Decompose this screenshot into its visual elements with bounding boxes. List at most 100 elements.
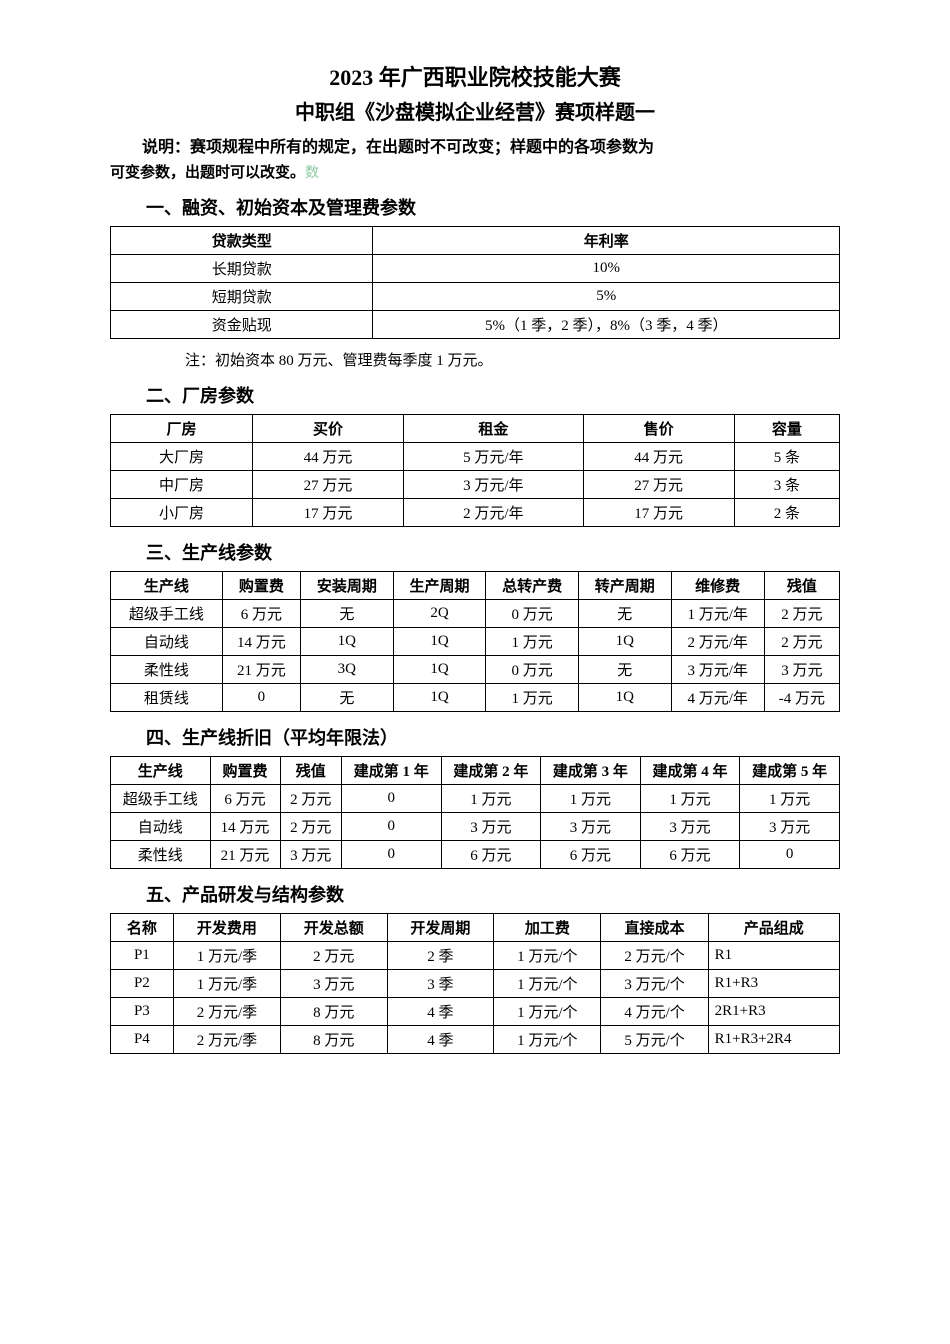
table-row: 超级手工线 6 万元 2 万元 0 1 万元 1 万元 1 万元 1 万元 [111, 785, 840, 813]
table-cell: 4 万元/个 [601, 998, 708, 1026]
table-cell: 1 万元 [640, 785, 740, 813]
table-cell: 2 万元/年 [404, 499, 584, 527]
table-cell: 6 万元 [541, 841, 641, 869]
table-cell: 1Q [393, 628, 486, 656]
table-cell: 1 万元/个 [494, 1026, 601, 1054]
table-header: 安装周期 [301, 572, 394, 600]
table-row: 资金贴现 5%（1 季，2 季），8%（3 季，4 季） [111, 311, 840, 339]
table-cell: 2 条 [734, 499, 839, 527]
table-cell: 2 万元/个 [601, 942, 708, 970]
table-depreciation: 生产线 购置费 残值 建成第 1 年 建成第 2 年 建成第 3 年 建成第 4… [110, 756, 840, 869]
table-row: 中厂房 27 万元 3 万元/年 27 万元 3 条 [111, 471, 840, 499]
table-cell: 44 万元 [252, 443, 403, 471]
small-mark: 数 [305, 166, 319, 181]
table-cell: 1 万元/季 [173, 942, 280, 970]
page-subtitle: 中职组《沙盘模拟企业经营》赛项样题一 [110, 96, 840, 125]
table-header: 加工费 [494, 914, 601, 942]
table-cell: 3 万元/年 [671, 656, 764, 684]
table-cell: 3 万元 [764, 656, 839, 684]
note-line-1: 说明：赛项规程中所有的规定，在出题时不可改变；样题中的各项参数为 [110, 133, 840, 157]
table-cell: 无 [301, 600, 394, 628]
table-cell: 超级手工线 [111, 600, 223, 628]
table-cell: 3 万元 [281, 970, 388, 998]
table-header: 售价 [583, 415, 734, 443]
table-cell: 3 万元 [740, 813, 840, 841]
table-header: 维修费 [671, 572, 764, 600]
footnote-1: 注：初始资本 80 万元、管理费每季度 1 万元。 [185, 349, 840, 370]
table-header: 生产线 [111, 757, 211, 785]
section-4-heading: 四、生产线折旧（平均年限法） [146, 724, 840, 750]
table-cell: 2Q [393, 600, 486, 628]
table-header: 年利率 [373, 227, 840, 255]
table-header: 购置费 [222, 572, 300, 600]
table-header: 购置费 [210, 757, 280, 785]
table-cell: 1Q [393, 656, 486, 684]
table-cell: R1+R3 [708, 970, 839, 998]
table-row: 大厂房 44 万元 5 万元/年 44 万元 5 条 [111, 443, 840, 471]
table-header: 建成第 4 年 [640, 757, 740, 785]
table-cell: 5% [373, 283, 840, 311]
table-cell: 14 万元 [210, 813, 280, 841]
table-header: 转产周期 [578, 572, 671, 600]
table-cell: P4 [111, 1026, 174, 1054]
table-row: 短期贷款 5% [111, 283, 840, 311]
table-header: 生产周期 [393, 572, 486, 600]
table-header: 开发周期 [387, 914, 494, 942]
table-cell: 无 [578, 656, 671, 684]
table-cell: 大厂房 [111, 443, 253, 471]
table-cell: 27 万元 [583, 471, 734, 499]
table-cell: 1 万元 [486, 628, 579, 656]
table-factory: 厂房 买价 租金 售价 容量 大厂房 44 万元 5 万元/年 44 万元 5 … [110, 414, 840, 527]
table-header: 建成第 2 年 [441, 757, 541, 785]
table-cell: 1 万元/个 [494, 970, 601, 998]
table-cell: 1Q [578, 684, 671, 712]
table-cell: 27 万元 [252, 471, 403, 499]
table-cell: 1 万元/个 [494, 942, 601, 970]
table-cell: 8 万元 [281, 998, 388, 1026]
table-cell: 3 万元 [640, 813, 740, 841]
table-cell: 1Q [393, 684, 486, 712]
table-cell: P2 [111, 970, 174, 998]
table-header: 建成第 5 年 [740, 757, 840, 785]
table-row: 自动线 14 万元 1Q 1Q 1 万元 1Q 2 万元/年 2 万元 [111, 628, 840, 656]
table-row: 超级手工线 6 万元 无 2Q 0 万元 无 1 万元/年 2 万元 [111, 600, 840, 628]
section-1-heading: 一、融资、初始资本及管理费参数 [146, 194, 840, 220]
table-cell: 柔性线 [111, 841, 211, 869]
table-cell: 21 万元 [210, 841, 280, 869]
table-cell: 自动线 [111, 813, 211, 841]
table-header: 开发费用 [173, 914, 280, 942]
table-cell: 2 万元/季 [173, 1026, 280, 1054]
table-cell: 3 万元/年 [404, 471, 584, 499]
table-financing: 贷款类型 年利率 长期贷款 10% 短期贷款 5% 资金贴现 5%（1 季，2 … [110, 226, 840, 339]
table-production-line: 生产线 购置费 安装周期 生产周期 总转产费 转产周期 维修费 残值 超级手工线… [110, 571, 840, 712]
table-product-rd: 名称 开发费用 开发总额 开发周期 加工费 直接成本 产品组成 P1 1 万元/… [110, 913, 840, 1054]
table-row: 柔性线 21 万元 3Q 1Q 0 万元 无 3 万元/年 3 万元 [111, 656, 840, 684]
table-cell: 柔性线 [111, 656, 223, 684]
table-header: 开发总额 [281, 914, 388, 942]
table-cell: -4 万元 [764, 684, 839, 712]
table-cell: 44 万元 [583, 443, 734, 471]
table-cell: 无 [578, 600, 671, 628]
table-row: P1 1 万元/季 2 万元 2 季 1 万元/个 2 万元/个 R1 [111, 942, 840, 970]
note-line-2-wrap: 可变参数，出题时可以改变。数 [110, 161, 840, 182]
table-cell: 无 [301, 684, 394, 712]
table-cell: 超级手工线 [111, 785, 211, 813]
table-row: 小厂房 17 万元 2 万元/年 17 万元 2 条 [111, 499, 840, 527]
table-cell: 3 万元/个 [601, 970, 708, 998]
table-row: 自动线 14 万元 2 万元 0 3 万元 3 万元 3 万元 3 万元 [111, 813, 840, 841]
table-header: 生产线 [111, 572, 223, 600]
table-cell: 2 万元 [281, 942, 388, 970]
table-row: P2 1 万元/季 3 万元 3 季 1 万元/个 3 万元/个 R1+R3 [111, 970, 840, 998]
table-header: 产品组成 [708, 914, 839, 942]
table-cell: 3 季 [387, 970, 494, 998]
table-cell: 1 万元/季 [173, 970, 280, 998]
table-cell: 长期贷款 [111, 255, 373, 283]
table-cell: 5 万元/年 [404, 443, 584, 471]
table-cell: 17 万元 [252, 499, 403, 527]
table-cell: 2 万元/季 [173, 998, 280, 1026]
page-title: 2023 年广西职业院校技能大赛 [110, 60, 840, 92]
table-cell: 0 万元 [486, 600, 579, 628]
table-cell: 租赁线 [111, 684, 223, 712]
table-cell: 0 [222, 684, 300, 712]
table-cell: 6 万元 [441, 841, 541, 869]
